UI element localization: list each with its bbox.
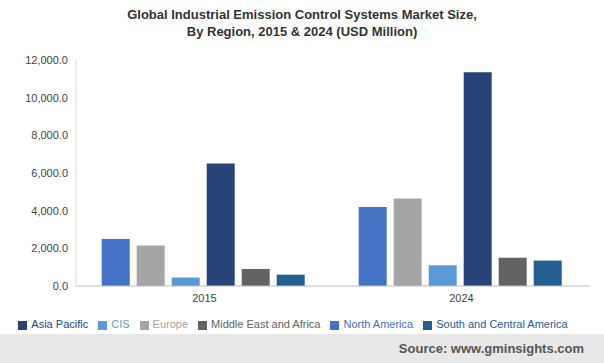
svg-text:2,000.0: 2,000.0	[31, 242, 68, 254]
html-text:Global Industrial Emission Con: Global Industrial Emission Control Syste…	[127, 7, 477, 39]
html-text:CIS: CIS	[111, 318, 130, 330]
svg-text:8,000.0: 8,000.0	[31, 129, 68, 141]
svg-text:0.0: 0.0	[53, 280, 68, 292]
svg-text:4,000.0: 4,000.0	[31, 205, 68, 217]
html-text:North America: North America	[343, 318, 414, 330]
svg-text:2024: 2024	[449, 292, 473, 304]
svg-text:12,000.0: 12,000.0	[25, 54, 68, 66]
svg-text:2015: 2015	[192, 292, 216, 304]
svg-text:10,000.0: 10,000.0	[25, 92, 68, 104]
html-text:Middle East and Africa: Middle East and Africa	[211, 318, 321, 330]
svg-text:6,000.0: 6,000.0	[31, 167, 68, 179]
html-text:Asia Pacific: Asia Pacific	[31, 318, 89, 330]
html-text:Europe: Europe	[152, 318, 188, 330]
html-text:Source: www.gminsights.com: Source: www.gminsights.com	[398, 341, 584, 356]
html-text:South and Central America: South and Central America	[436, 318, 568, 330]
